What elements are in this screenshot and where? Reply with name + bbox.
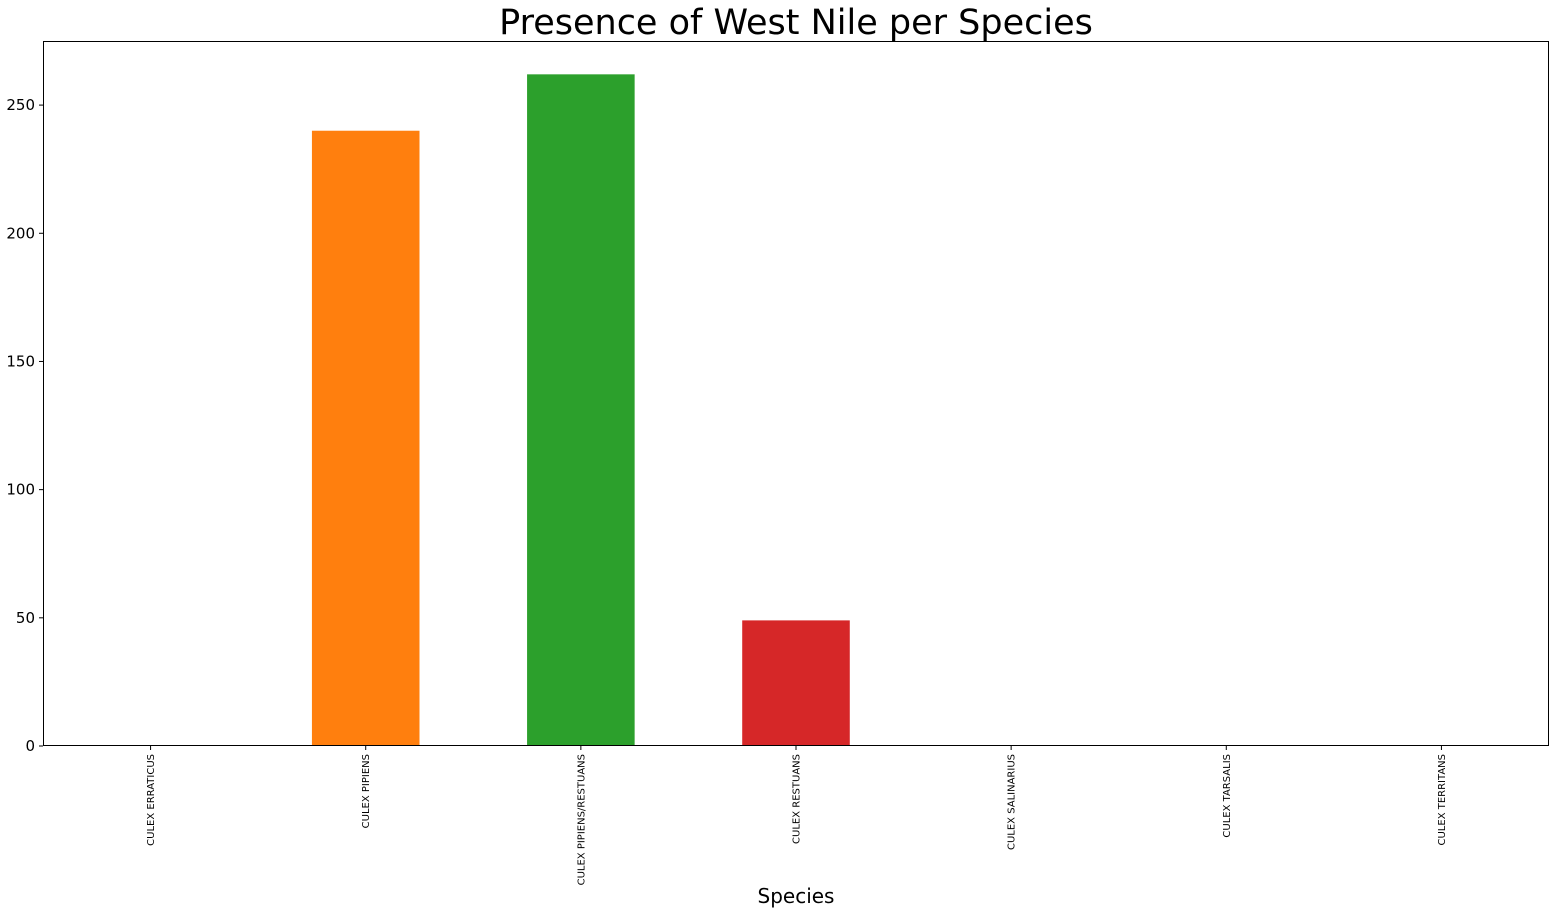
x-tick-label: CULEX TERRITANS	[1437, 754, 1448, 846]
bars-group	[311, 74, 850, 747]
plot-area: 0 50 100 150 200 250 CULEX ERRATICUS CULEX PIP…	[6, 41, 1549, 885]
y-tick-label: 50	[16, 609, 35, 627]
x-tick-label: CULEX ERRATICUS	[146, 754, 157, 846]
chart-title: Presence of West Nile per Species	[499, 3, 1093, 43]
y-tick-label: 150	[6, 352, 35, 370]
y-tick-label: 250	[6, 96, 35, 114]
y-tick-label: 100	[6, 481, 35, 499]
y-tick-label: 0	[25, 737, 35, 755]
bar-culex-pipiens-restuans	[527, 74, 635, 746]
x-tick-label: CULEX TARSALIS	[1222, 754, 1233, 838]
bar-culex-restuans	[742, 620, 850, 746]
y-axis: 0 50 100 150 200 250	[6, 96, 43, 755]
bar-culex-pipiens	[311, 130, 420, 747]
x-tick-label: CULEX SALINARIUS	[1007, 754, 1018, 850]
y-tick-label: 200	[6, 224, 35, 242]
plot-frame	[43, 41, 1549, 746]
x-axis-label: Species	[758, 884, 835, 908]
x-axis: CULEX ERRATICUS CULEX PIPIENS CULEX PIPIEN…	[146, 746, 1448, 885]
x-tick-label: CULEX PIPIENS	[361, 754, 372, 828]
x-tick-label: CULEX PIPIENS/RESTUANS	[576, 754, 587, 885]
x-tick-label: CULEX RESTUANS	[792, 754, 803, 844]
